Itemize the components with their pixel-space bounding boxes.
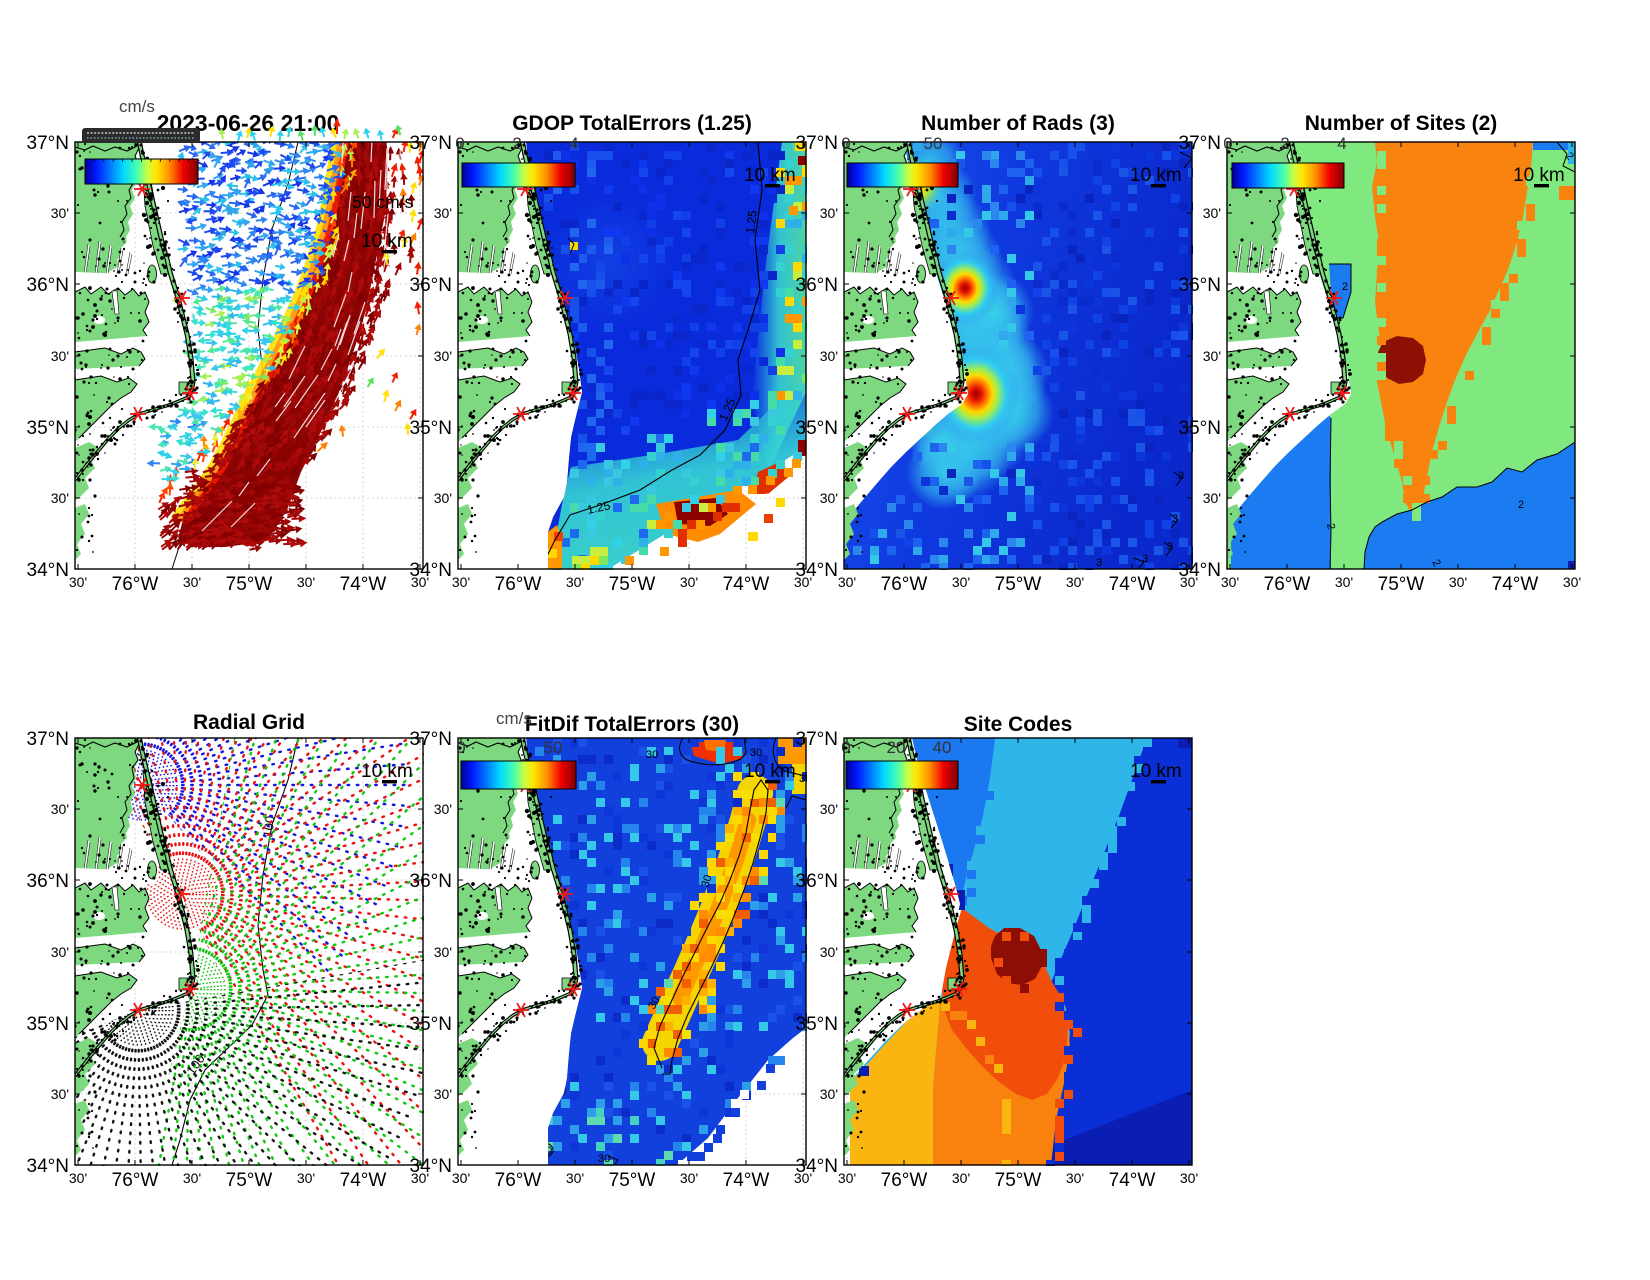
svg-text:2: 2 (1429, 558, 1442, 569)
svg-text:Site Codes: Site Codes (964, 713, 1073, 736)
svg-text:50 cm/s: 50 cm/s (352, 192, 414, 212)
svg-text:2: 2 (1280, 134, 1289, 153)
svg-text:FitDif TotalErrors (30): FitDif TotalErrors (30) (525, 713, 739, 736)
svg-text:0: 0 (456, 738, 465, 757)
svg-text:cm/s: cm/s (496, 709, 532, 728)
svg-text:Radial Grid: Radial Grid (193, 711, 305, 734)
svg-text:3: 3 (1167, 541, 1173, 553)
svg-text:3: 3 (1172, 513, 1178, 525)
svg-text:40: 40 (933, 738, 952, 757)
svg-text:2: 2 (512, 134, 521, 153)
svg-text:20: 20 (887, 738, 906, 757)
svg-text:0: 0 (1223, 134, 1232, 153)
svg-text:3: 3 (1142, 553, 1148, 565)
svg-text:30: 30 (646, 749, 658, 761)
svg-text:30: 30 (646, 995, 663, 1012)
svg-text:30: 30 (699, 874, 714, 889)
svg-text:4: 4 (569, 134, 578, 153)
svg-text:GDOP TotalErrors (1.25): GDOP TotalErrors (1.25) (512, 112, 752, 135)
svg-text:3: 3 (1178, 470, 1184, 482)
svg-text:3: 3 (1096, 557, 1102, 569)
svg-text:0: 0 (841, 738, 850, 757)
svg-text:cm/s: cm/s (119, 97, 155, 116)
svg-text:30: 30 (598, 1153, 610, 1165)
svg-text:50: 50 (924, 134, 943, 153)
svg-text:0: 0 (841, 134, 850, 153)
svg-text:30: 30 (750, 747, 762, 759)
svg-text:2: 2 (1324, 522, 1337, 530)
svg-text:1.25: 1.25 (743, 209, 760, 234)
svg-text:30: 30 (799, 773, 811, 785)
svg-text:2: 2 (1518, 499, 1524, 511)
svg-text:50: 50 (544, 738, 563, 757)
svg-text:2: 2 (1342, 281, 1348, 293)
svg-text:Number of Rads (3): Number of Rads (3) (921, 112, 1115, 135)
svg-text:4: 4 (1337, 134, 1346, 153)
svg-text:1.25: 1.25 (586, 498, 612, 517)
svg-text:Number of Sites (2): Number of Sites (2) (1305, 112, 1498, 135)
svg-text:0: 0 (455, 134, 464, 153)
